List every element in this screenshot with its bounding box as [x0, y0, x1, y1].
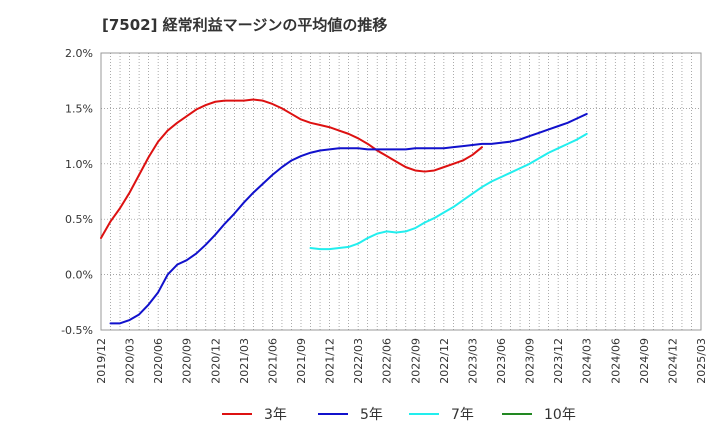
x-tick-label: 2024/12	[666, 338, 679, 384]
y-axis-labels: -0.5% 0.0% 0.5% 1.0% 1.5% 2.0%	[61, 47, 93, 337]
x-tick-label: 2020/03	[124, 338, 137, 384]
x-tick-label: 2021/06	[266, 338, 279, 384]
chart-title: [7502] 経常利益マージンの平均値の推移	[102, 16, 388, 34]
series-layer	[100, 98, 588, 325]
x-tick-label: 2023/12	[552, 338, 565, 384]
x-tick-label: 2021/12	[324, 338, 337, 384]
x-tick-label: 2025/03	[695, 338, 708, 384]
y-tick-label: 1.0%	[65, 158, 93, 171]
x-tick-label: 2021/09	[295, 338, 308, 384]
y-tick-label: 2.0%	[65, 47, 93, 60]
x-tick-label: 2022/12	[438, 338, 451, 384]
x-tick-label: 2020/09	[181, 338, 194, 384]
x-tick-label: 2019/12	[95, 338, 108, 384]
x-tick-label: 2020/06	[152, 338, 165, 384]
x-tick-label: 2023/09	[524, 338, 537, 384]
x-tick-label: 2023/06	[495, 338, 508, 384]
x-tick-label: 2020/12	[209, 338, 222, 384]
x-axis-labels: 2019/12 2020/03 2020/06 2020/09 2020/12 2021/…	[95, 338, 708, 384]
legend-label-1: 5年	[360, 407, 383, 423]
series-line-1	[109, 112, 588, 325]
y-tick-label: 0.0%	[65, 269, 93, 282]
x-tick-label: 2024/03	[581, 338, 594, 384]
x-tick-label: 2023/03	[466, 338, 479, 384]
y-tick-label: 0.5%	[65, 213, 93, 226]
vertical-grid	[110, 53, 692, 330]
x-tick-label: 2021/03	[238, 338, 251, 384]
plot-area	[100, 52, 702, 331]
legend-label-3: 10年	[544, 407, 576, 423]
y-tick-label: 1.5%	[65, 102, 93, 115]
x-tick-label: 2022/06	[381, 338, 394, 384]
legend: 3年 5年 7年 10年	[222, 407, 576, 423]
x-tick-label: 2024/06	[609, 338, 622, 384]
y-tick-label: -0.5%	[61, 324, 93, 337]
x-tick-label: 2022/09	[409, 338, 422, 384]
legend-label-0: 3年	[264, 407, 287, 423]
legend-label-2: 7年	[451, 407, 474, 423]
x-tick-label: 2022/03	[352, 338, 365, 384]
x-tick-label: 2024/09	[638, 338, 651, 384]
series-line-0	[100, 98, 483, 240]
series-line-2	[309, 132, 588, 251]
